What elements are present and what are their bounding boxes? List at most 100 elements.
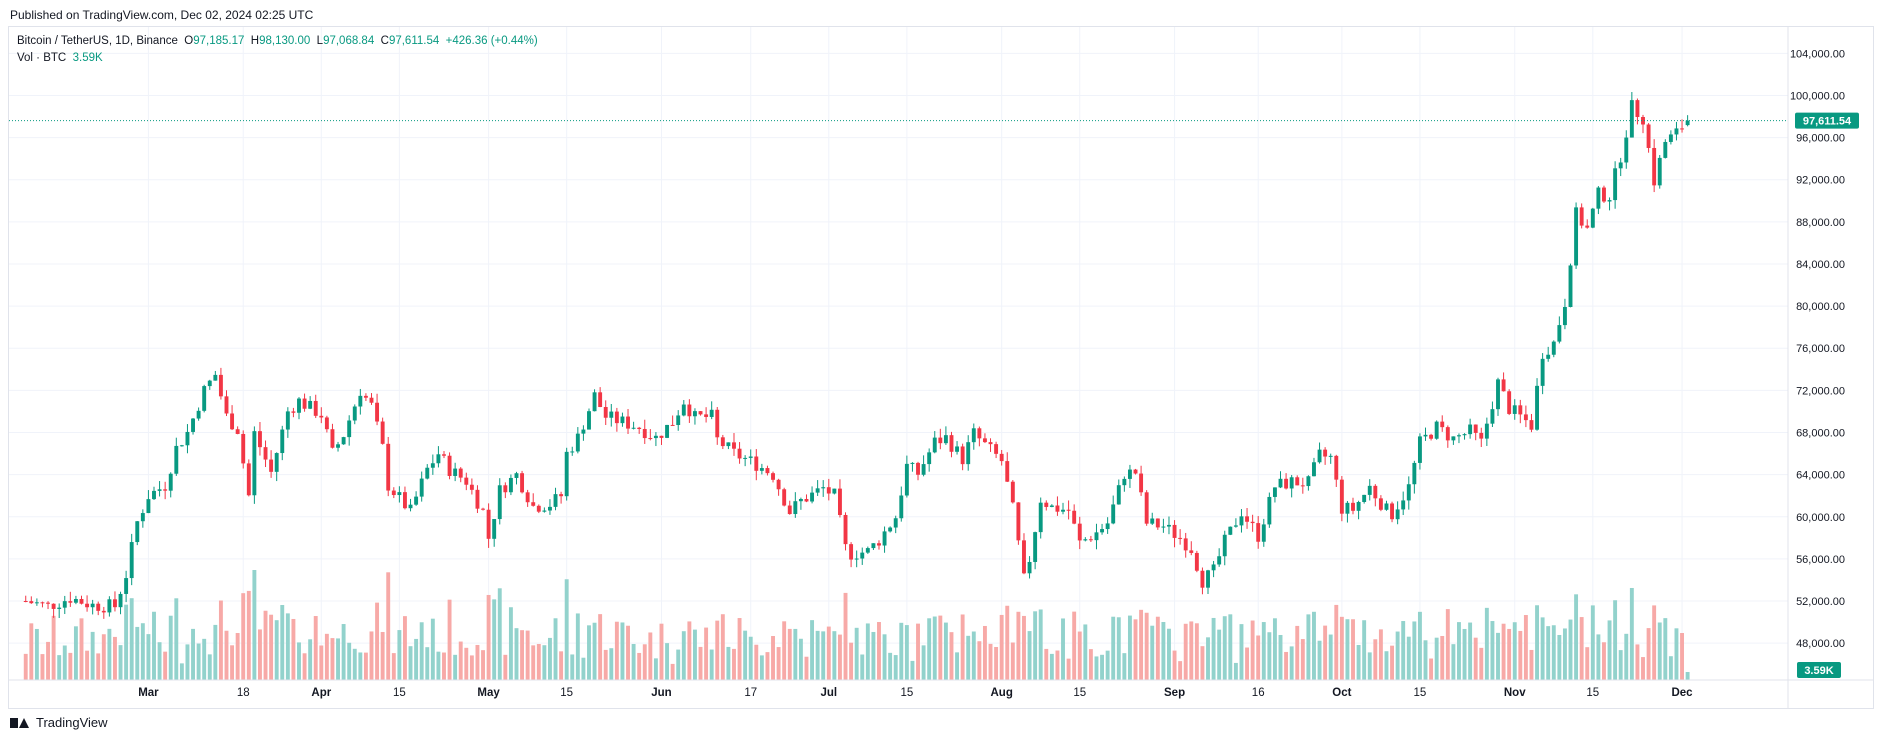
volume-bar [614,621,619,680]
candle-body [1167,524,1171,527]
candle-body [1451,436,1456,441]
candle-body [469,484,474,490]
candle-body [1607,200,1612,202]
volume-bar [419,622,424,680]
candle-body [1033,532,1038,562]
candle-body [994,444,999,454]
volume-bar [570,654,575,680]
volume-bar [469,655,474,680]
volume-bar [1551,625,1556,680]
candle-body [1496,379,1500,410]
volume-bar [85,650,90,680]
candle-body [614,411,619,424]
volume-bar [592,622,597,680]
candle-body [553,494,558,507]
tradingview-logo-icon [10,717,30,729]
volume-bar [274,620,279,680]
volume-bar [815,630,820,680]
volume-bar [1557,634,1562,680]
volume-bar [1641,657,1645,680]
candle-body [386,443,391,491]
candle-body [430,463,435,468]
volume-bar [258,629,262,680]
candle-body [1272,487,1277,497]
volume-bar [1479,647,1484,680]
volume-bar [135,626,140,680]
candle-body [648,438,653,440]
candle-body [453,468,458,476]
candle-body [531,502,536,506]
candle-body [1373,485,1378,499]
volume-bar [1523,615,1528,680]
candle-body [1462,434,1467,436]
time-tick-label: 15 [560,687,573,699]
volume-bar [904,625,909,680]
candle-body [1306,476,1311,487]
footer-brand: TradingView [10,715,108,730]
volume-bar [1150,625,1155,680]
candle-body [1005,461,1010,482]
volume-bar [1111,616,1116,680]
candle-body [319,415,324,418]
volume-bar [51,615,56,680]
volume-bar [771,636,775,680]
volume-bar [241,593,246,680]
candle-body [1585,225,1590,228]
chart-grid [9,27,1788,680]
volume-bar [849,642,854,680]
volume-bar [776,647,781,680]
candle-body [1194,552,1199,571]
volume-bar [681,631,686,680]
volume-bar [508,607,513,680]
volume-bar [319,645,324,680]
volume-bar [1390,645,1394,680]
volume-bar [531,645,536,680]
candle-body [1618,162,1623,169]
volume-bar [687,621,692,680]
volume-bar [107,628,112,680]
volume-bar [46,641,50,680]
volume-bar [1172,650,1177,680]
candle-body [1657,157,1662,186]
candle-body [1395,509,1400,520]
volume-bar [1317,640,1322,680]
volume-bar [1339,616,1344,680]
volume-bar [564,579,569,680]
candle-body [1602,187,1606,202]
volume-bar [665,643,670,680]
candle-body [1323,449,1328,457]
candle-body [988,442,993,445]
volume-bar [140,623,145,680]
volume-bar [1378,629,1383,680]
volume-bar [743,630,748,680]
candle-body [191,418,195,432]
candle-body [1150,518,1155,524]
candle-body [1646,124,1651,148]
volume-bar [101,634,106,680]
candle-body [1551,341,1556,355]
candle-body [1228,526,1233,535]
volume-bar [955,652,960,680]
time-tick-label: Dec [1671,687,1693,699]
volume-bar [1657,622,1662,680]
volume-bar [932,616,937,680]
candle-body [62,601,67,608]
volume-bar [587,625,591,680]
volume-bar [1061,618,1065,680]
volume-bar [336,638,340,680]
volume-bar [642,644,647,680]
last-price-label: 97,611.54 [1803,116,1852,128]
candle-body [943,435,948,444]
open-label: O [184,35,194,47]
volume-bar [1217,629,1222,680]
volume-bar [73,626,78,680]
volume-bar [1351,619,1355,680]
price-tick-label: 88,000.00 [1796,217,1845,229]
candle-body [815,488,820,493]
candle-body [587,411,591,430]
volume-bar [497,588,502,680]
volume-bar [1618,650,1623,680]
volume-bar [1429,658,1434,680]
candle-body [1596,187,1601,209]
